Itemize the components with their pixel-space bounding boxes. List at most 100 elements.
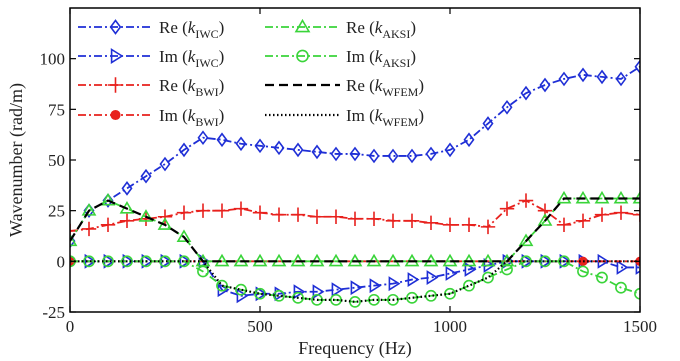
- data-point: [501, 99, 513, 115]
- y-tick-label: -25: [42, 303, 65, 322]
- data-point: [100, 192, 116, 206]
- data-point: [81, 203, 97, 216]
- data-point: [70, 233, 78, 247]
- series-line: [70, 197, 640, 263]
- data-point: [425, 146, 437, 162]
- series-line: [70, 260, 640, 303]
- data-point: [121, 181, 133, 196]
- series-line: [70, 260, 640, 303]
- data-point: [290, 207, 306, 222]
- data-point: [214, 203, 230, 218]
- series-line: [70, 197, 640, 263]
- data-point: [84, 253, 97, 269]
- data-point: [216, 132, 228, 148]
- data-point: [482, 271, 494, 284]
- series-2: [70, 193, 640, 239]
- y-tick-label: 100: [40, 50, 66, 69]
- data-point: [596, 69, 608, 85]
- y-tick-label: 50: [48, 151, 65, 170]
- data-point: [461, 217, 477, 233]
- data-point: [575, 213, 591, 228]
- data-point: [613, 205, 629, 220]
- data-point: [368, 148, 380, 164]
- data-point: [233, 201, 249, 216]
- data-point: [444, 142, 456, 158]
- data-point: [388, 276, 401, 292]
- data-point: [445, 266, 458, 281]
- series-7: [70, 260, 640, 303]
- data-point: [176, 205, 192, 220]
- x-tick-label: 1000: [433, 317, 467, 336]
- data-point: [349, 146, 361, 162]
- data-point: [482, 116, 494, 131]
- data-point: [271, 207, 287, 222]
- series-6: [70, 197, 640, 263]
- legend-label: Re (kBWI): [159, 76, 224, 99]
- data-point: [615, 281, 627, 294]
- legend-label: Re (kAKSI): [346, 18, 416, 41]
- x-tick-label: 500: [247, 317, 273, 336]
- data-point: [616, 259, 629, 275]
- data-point: [634, 59, 640, 75]
- data-point: [366, 211, 382, 226]
- legend-label: Im (kAKSI): [346, 47, 416, 70]
- data-point: [463, 132, 475, 148]
- data-point: [406, 148, 418, 164]
- series-0: [70, 59, 640, 249]
- data-point: [539, 77, 551, 93]
- data-point: [423, 215, 439, 231]
- data-point: [195, 203, 211, 218]
- data-point: [110, 109, 121, 121]
- data-point: [293, 284, 306, 300]
- data-point: [594, 207, 610, 222]
- y-tick-label: 0: [57, 252, 66, 271]
- series-layer: [70, 59, 640, 308]
- data-point: [520, 85, 532, 101]
- data-point: [119, 213, 135, 228]
- data-point: [110, 48, 124, 64]
- data-point: [292, 142, 304, 158]
- data-point: [331, 282, 344, 298]
- data-point: [81, 221, 97, 237]
- data-point: [254, 287, 266, 300]
- legend-entry: Im (kAKSI): [265, 47, 416, 70]
- legend-entry: Re (kIWC): [78, 18, 224, 41]
- legend: Re (kIWC) Im (kIWC) Re (kBWI) Im (kBWI) Re (…: [78, 18, 424, 129]
- data-point: [109, 19, 122, 35]
- data-point: [350, 280, 363, 296]
- data-point: [520, 255, 532, 268]
- data-point: [596, 271, 608, 284]
- data-point: [254, 138, 266, 154]
- data-point: [632, 207, 640, 222]
- data-point: [615, 71, 627, 87]
- data-point: [537, 213, 553, 226]
- data-point: [464, 261, 477, 277]
- data-point: [480, 219, 496, 235]
- data-point: [178, 142, 190, 158]
- legend-label: Re (kWFEM): [346, 76, 424, 99]
- data-point: [309, 209, 325, 224]
- y-tick-label: 25: [48, 202, 65, 221]
- data-point: [235, 136, 247, 152]
- data-point: [407, 272, 420, 288]
- data-point: [558, 255, 570, 268]
- x-tick-label: 0: [66, 317, 75, 336]
- data-point: [369, 278, 382, 294]
- data-point: [387, 148, 399, 164]
- series-line: [70, 66, 640, 242]
- data-point: [518, 193, 534, 208]
- data-point: [311, 144, 323, 160]
- data-point: [330, 146, 342, 162]
- data-point: [176, 229, 192, 243]
- data-point: [70, 223, 78, 239]
- x-tick-label: 1500: [623, 317, 657, 336]
- legend-label: Im (kWFEM): [346, 106, 424, 129]
- legend-label: Im (kIWC): [159, 47, 224, 70]
- data-point: [442, 217, 458, 233]
- data-point: [292, 291, 304, 304]
- legend-entry: Im (kWFEM): [265, 106, 424, 129]
- data-point: [556, 217, 572, 233]
- data-point: [635, 259, 640, 275]
- data-point: [140, 168, 152, 184]
